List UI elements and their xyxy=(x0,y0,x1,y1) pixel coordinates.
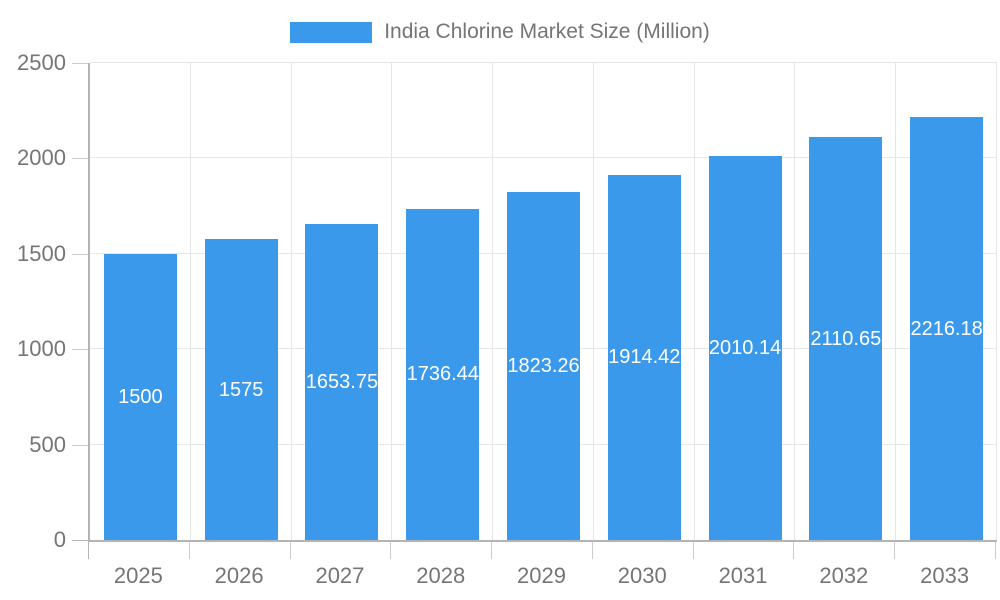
x-grid-line xyxy=(492,63,494,540)
x-grid-line xyxy=(290,63,292,540)
x-tick-mark xyxy=(692,542,694,559)
bar-value-label: 1653.75 xyxy=(305,371,379,394)
x-tick-mark xyxy=(491,542,493,559)
bar-value-label: 2010.14 xyxy=(708,337,782,360)
x-tick-mark xyxy=(88,542,89,559)
x-tick-label: 2033 xyxy=(920,563,970,588)
y-tick-label: 2000 xyxy=(17,145,66,171)
y-tick-label: 1500 xyxy=(17,240,66,266)
x-grid-line xyxy=(189,63,191,540)
bar-value-label: 1500 xyxy=(118,385,163,408)
x-tick-label: 2025 xyxy=(113,563,163,588)
x-grid-line xyxy=(794,63,796,540)
x-grid-line xyxy=(895,63,897,540)
bar-value-label: 2110.65 xyxy=(810,327,882,350)
y-tick-mark xyxy=(72,253,88,255)
x-tick-mark xyxy=(591,542,593,559)
bar[interactable] xyxy=(305,224,379,540)
y-tick-mark xyxy=(72,540,88,541)
x-tick-mark xyxy=(995,542,996,559)
y-tick-mark xyxy=(72,444,88,446)
y-tick-label: 0 xyxy=(53,527,66,552)
y-tick-label: 1000 xyxy=(17,336,66,362)
x-tick-mark xyxy=(894,542,896,559)
legend-label: India Chlorine Market Size (Million) xyxy=(384,20,710,43)
bar[interactable] xyxy=(910,117,984,540)
x-tick-mark xyxy=(390,542,392,559)
bar[interactable] xyxy=(204,239,278,540)
bar[interactable] xyxy=(103,253,177,540)
bar[interactable] xyxy=(406,208,480,540)
y-grid-line xyxy=(90,157,997,159)
x-grid-line xyxy=(996,63,997,540)
x-tick-mark xyxy=(793,542,795,559)
x-tick-label: 2026 xyxy=(214,563,264,588)
plot-area: 1500 1575 1653.75 1736.44 1823.26 1914.42 2010… xyxy=(88,62,997,542)
x-tick-label: 2030 xyxy=(617,563,667,588)
legend-swatch-icon xyxy=(290,21,373,43)
y-tick-mark xyxy=(72,158,88,160)
x-grid-line xyxy=(391,63,393,540)
bar[interactable] xyxy=(507,192,580,540)
y-tick-label: 2500 xyxy=(17,50,66,75)
bar-value-label: 1575 xyxy=(218,378,264,401)
x-tick-label: 2031 xyxy=(718,563,768,588)
bar[interactable] xyxy=(607,174,681,540)
bar-value-label: 1823.26 xyxy=(507,355,580,378)
bar[interactable] xyxy=(708,156,782,540)
legend[interactable]: India Chlorine Market Size (Million) xyxy=(0,20,1000,44)
bar-value-label: 1914.42 xyxy=(608,346,681,369)
bar[interactable] xyxy=(809,137,883,540)
x-grid-line xyxy=(693,63,695,540)
y-grid-line xyxy=(90,62,997,63)
x-tick-label: 2028 xyxy=(416,563,466,588)
x-tick-label: 2027 xyxy=(315,563,365,588)
x-tick-label: 2029 xyxy=(517,563,566,588)
bar-value-label: 2216.18 xyxy=(910,317,983,340)
bar-value-label: 1736.44 xyxy=(406,363,479,386)
x-tick-label: 2032 xyxy=(819,563,869,588)
y-tick-mark xyxy=(72,63,88,64)
y-tick-label: 500 xyxy=(29,431,66,457)
x-tick-mark xyxy=(188,542,190,559)
x-grid-line xyxy=(592,63,594,540)
x-tick-mark xyxy=(289,542,291,559)
y-tick-mark xyxy=(72,349,88,351)
